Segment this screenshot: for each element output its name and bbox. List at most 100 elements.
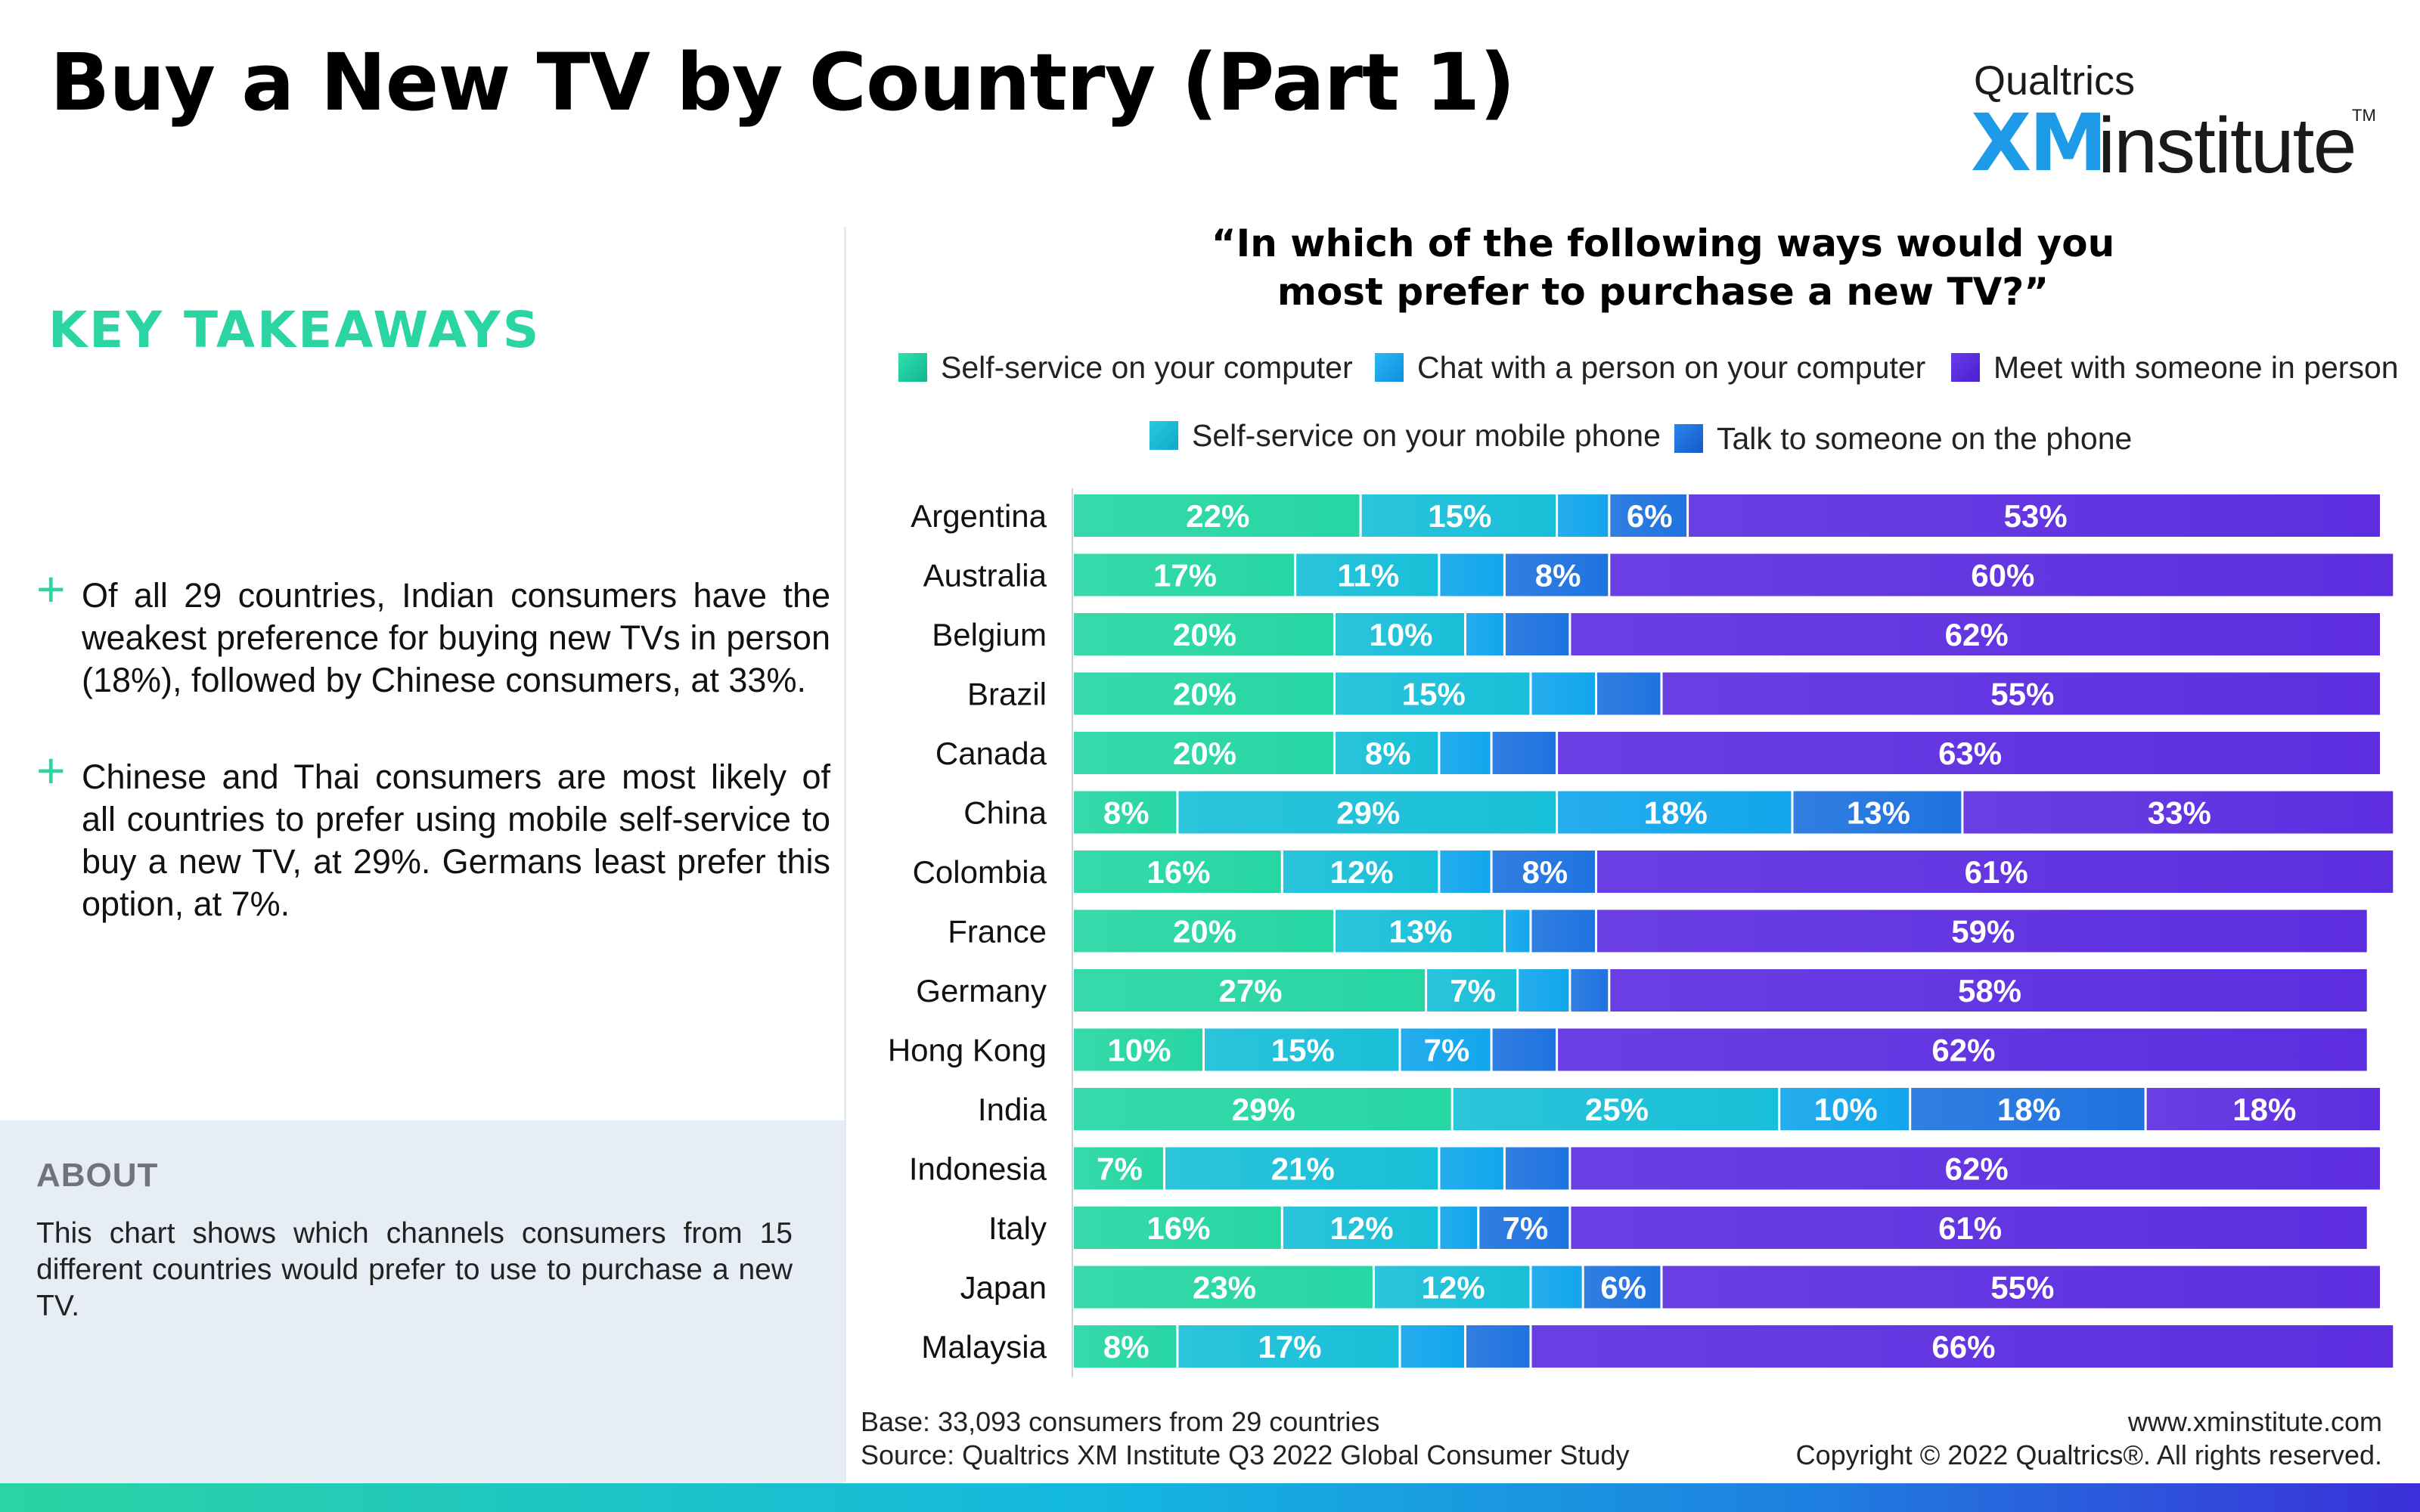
- bar-segment: [1662, 1266, 2380, 1309]
- base-note: Base: 33,093 consumers from 29 countries: [861, 1406, 1380, 1437]
- logo-xm-mark: XM: [1971, 97, 2108, 189]
- legend-swatch: [898, 353, 927, 382]
- data-label: 20%: [1173, 914, 1236, 950]
- bar-segment: [1519, 969, 1569, 1012]
- legend-item-talk-phone: Talk to someone on the phone: [1674, 417, 2132, 460]
- bar-segment: [1571, 969, 1609, 1012]
- bar-segment: [1597, 672, 1661, 715]
- logo-product: institute: [2098, 102, 2356, 190]
- bar-segment: [1492, 850, 1595, 893]
- bar-segment: [1505, 613, 1569, 655]
- data-label: 18%: [1644, 795, 1708, 831]
- bar-segment: [1178, 791, 1556, 834]
- data-label: 11%: [1337, 558, 1399, 593]
- page-title: Buy a New TV by Country (Part 1): [50, 36, 1516, 129]
- bar-segment: [1440, 1207, 1478, 1249]
- data-label: 58%: [1958, 973, 2021, 1009]
- category-label: Italy: [988, 1210, 1047, 1246]
- legend-swatch: [1150, 421, 1178, 450]
- copyright-note: Copyright © 2022 Qualtrics®. All rights …: [1795, 1439, 2382, 1470]
- bar-segment: [1074, 1207, 1281, 1249]
- data-label: 12%: [1422, 1270, 1485, 1306]
- data-label: 25%: [1585, 1092, 1649, 1127]
- bar-segment: [1074, 850, 1281, 893]
- bar-segment: [1283, 1207, 1438, 1249]
- data-label: 8%: [1103, 795, 1150, 831]
- data-label: 8%: [1535, 558, 1581, 593]
- category-label: Hong Kong: [888, 1033, 1047, 1068]
- category-label: Japan: [960, 1270, 1047, 1306]
- bar-segment: [1427, 969, 1517, 1012]
- data-label: 29%: [1232, 1092, 1295, 1127]
- bar-segment: [1074, 672, 1333, 715]
- source-note: Source: Qualtrics XM Institute Q3 2022 G…: [861, 1439, 1630, 1470]
- category-label: Malaysia: [921, 1329, 1047, 1365]
- data-label: 29%: [1336, 795, 1400, 831]
- bar-segment: [1336, 613, 1464, 655]
- data-label: 15%: [1428, 498, 1491, 534]
- legend-item-self-service-computer: Self-service on your computer: [898, 346, 1353, 389]
- bar-segment: [1074, 1147, 1164, 1190]
- data-label: 27%: [1218, 973, 1282, 1009]
- bar-segment: [1466, 613, 1503, 655]
- bar-segment: [1074, 969, 1426, 1012]
- bar-segment: [1558, 732, 2380, 774]
- data-label: 61%: [1965, 854, 2028, 890]
- bar-segment: [1466, 1325, 1530, 1368]
- data-label: 53%: [2004, 498, 2068, 534]
- chart-title: “In which of the following ways would yo…: [908, 219, 2418, 316]
- bar-segment: [1074, 909, 1333, 953]
- legend-label: Self-service on your mobile phone: [1192, 417, 1661, 453]
- data-label: 55%: [1990, 1270, 2054, 1306]
- bottom-gradient-bar: [0, 1483, 2420, 1512]
- bar-segment: [1440, 732, 1491, 774]
- data-label: 18%: [1997, 1092, 2061, 1127]
- bar-segment: [1336, 909, 1503, 953]
- data-label: 13%: [1847, 795, 1910, 831]
- category-label: China: [963, 795, 1047, 831]
- data-label: 7%: [1503, 1210, 1549, 1246]
- data-label: 20%: [1173, 617, 1236, 652]
- legend-item-meet-in-person: Meet with someone in person: [1951, 346, 2399, 389]
- bar-segment: [1662, 672, 2380, 715]
- legend-swatch: [1375, 353, 1404, 382]
- about-heading: ABOUT: [36, 1157, 159, 1194]
- website-link[interactable]: www.xminstitute.com: [2127, 1406, 2382, 1437]
- legend-label: Talk to someone on the phone: [1717, 420, 2133, 456]
- bar-segment: [1440, 1147, 1503, 1190]
- data-label: 17%: [1258, 1329, 1321, 1365]
- bar-segment: [1374, 1266, 1530, 1309]
- category-label: Colombia: [913, 854, 1047, 890]
- data-label: 10%: [1814, 1092, 1878, 1127]
- bar-segment: [1610, 553, 2394, 596]
- data-label: 8%: [1522, 854, 1568, 890]
- about-text: This chart shows which channels consumer…: [36, 1217, 793, 1322]
- bar-segment: [1074, 1325, 1177, 1368]
- bar-segment: [1558, 791, 1792, 834]
- data-label: 13%: [1388, 914, 1452, 950]
- category-label: Canada: [935, 736, 1047, 771]
- bar-segment: [1531, 1266, 1582, 1309]
- logo-trademark: TM: [2352, 106, 2376, 125]
- category-label: Brazil: [967, 677, 1047, 712]
- bar-segment: [1505, 909, 1530, 953]
- bar-segment: [1336, 732, 1438, 774]
- data-label: 63%: [1938, 736, 2002, 771]
- bar-segment: [1610, 494, 1687, 537]
- bar-segment: [1505, 1147, 1569, 1190]
- bar-segment: [1597, 850, 2394, 893]
- data-label: 10%: [1369, 617, 1432, 652]
- takeaway-text: Of all 29 countries, Indian consumers ha…: [82, 576, 830, 699]
- legend-item-self-service-mobile: Self-service on your mobile phone: [1150, 414, 1661, 457]
- data-label: 10%: [1107, 1033, 1171, 1068]
- bar-segment: [1492, 1028, 1556, 1071]
- bar-segment: [1571, 1207, 2367, 1249]
- bar-segment: [1074, 791, 1177, 834]
- data-label: 7%: [1450, 973, 1496, 1009]
- takeaway-text: Chinese and Thai consumers are most like…: [82, 758, 830, 923]
- data-label: 23%: [1193, 1270, 1256, 1306]
- bar-segment: [1074, 1088, 1451, 1130]
- bar-segment: [1074, 553, 1295, 596]
- data-label: 20%: [1173, 736, 1236, 771]
